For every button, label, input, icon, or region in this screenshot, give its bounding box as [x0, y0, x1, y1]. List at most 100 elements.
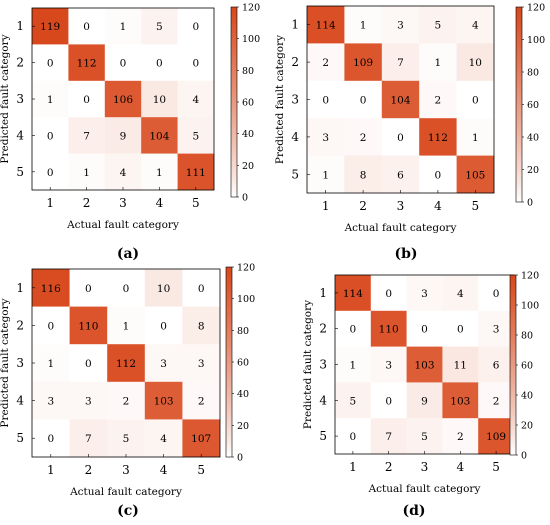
- heatmap-cell: [344, 43, 383, 82]
- cell-value: 109: [353, 57, 373, 69]
- heatmap-cell: [69, 306, 108, 345]
- cell-value: 4: [120, 167, 127, 179]
- cell-value: 2: [198, 396, 205, 408]
- heatmap-cell: [307, 155, 345, 194]
- cell-value: 1: [360, 20, 367, 32]
- cell-value: 114: [316, 20, 336, 32]
- x-tick-label: 3: [421, 460, 429, 474]
- cell-value: 3: [160, 358, 167, 370]
- heatmap-cell: [144, 419, 183, 458]
- y-axis-label: Predicted fault category: [274, 35, 286, 164]
- heatmap-cell: [104, 153, 142, 191]
- cell-value: 4: [472, 20, 479, 32]
- heatmap-cell: [68, 80, 106, 118]
- panel-label: (d): [402, 503, 425, 519]
- x-axis-label: Actual fault category: [66, 219, 179, 231]
- colorbar-tick-label: 120: [527, 3, 545, 14]
- cell-value: 0: [198, 283, 205, 295]
- cell-value: 107: [191, 433, 211, 445]
- cell-value: 3: [47, 396, 54, 408]
- heatmap-cell: [456, 43, 495, 82]
- cell-value: 4: [457, 288, 464, 300]
- cell-value: 0: [160, 320, 167, 332]
- x-tick-label: 3: [122, 463, 130, 477]
- heatmap-cell: [307, 118, 345, 156]
- cell-value: 9: [120, 130, 127, 142]
- cell-value: 0: [457, 324, 464, 336]
- heatmap-cell: [381, 80, 420, 119]
- cell-value: 0: [47, 58, 54, 70]
- heatmap-cell: [182, 344, 221, 383]
- cell-value: 1: [156, 167, 163, 179]
- y-tick-label: 3: [319, 358, 327, 372]
- heatmap-cell: [406, 275, 443, 312]
- cell-value: 0: [192, 21, 199, 33]
- cell-value: 8: [360, 169, 367, 181]
- x-tick-label: 2: [385, 460, 393, 474]
- cell-value: 0: [83, 94, 90, 106]
- cell-value: 0: [192, 58, 199, 70]
- y-tick-label: 4: [16, 394, 24, 408]
- heatmap-cell: [335, 346, 372, 383]
- x-tick-label: 2: [85, 463, 93, 477]
- cell-value: 1: [83, 167, 90, 179]
- cell-value: 0: [83, 21, 90, 33]
- y-tick-label: 2: [319, 322, 327, 336]
- colorbar-tick-label: 20: [237, 421, 249, 432]
- cell-value: 9: [421, 395, 428, 407]
- cell-value: 0: [322, 95, 329, 107]
- heatmap-cell: [381, 155, 420, 194]
- y-tick-label: 2: [16, 318, 24, 332]
- heatmap-cell: [104, 8, 142, 45]
- colorbar-tick-label: 120: [242, 3, 260, 14]
- heatmap-cell: [442, 418, 479, 455]
- cell-value: 1: [322, 169, 329, 181]
- cell-value: 4: [192, 94, 199, 106]
- heatmap-cell: [344, 80, 383, 119]
- heatmap-cell: [32, 8, 69, 45]
- heatmap-cell: [442, 310, 479, 347]
- heatmap-cell: [344, 118, 383, 156]
- heatmap-cell: [419, 43, 457, 82]
- y-tick-label: 5: [291, 167, 299, 181]
- cell-value: 103: [414, 360, 434, 372]
- y-tick-label: 3: [16, 92, 24, 106]
- colorbar-tick-label: 40: [237, 389, 249, 400]
- y-tick-label: 5: [319, 429, 327, 443]
- heatmap-cell: [344, 6, 383, 44]
- heatmap-cell: [32, 269, 70, 307]
- colorbar-tick-label: 100: [242, 34, 260, 45]
- y-tick-label: 4: [319, 393, 327, 407]
- x-tick-label: 5: [192, 196, 200, 210]
- cell-value: 3: [397, 20, 404, 32]
- heatmap-cell: [370, 275, 407, 312]
- cell-value: 1: [350, 360, 357, 372]
- cell-value: 5: [123, 433, 130, 445]
- heatmap-cell: [478, 310, 515, 347]
- heatmap-cell: [141, 44, 178, 82]
- heatmap-cell: [456, 155, 495, 194]
- cell-value: 1: [472, 132, 479, 144]
- heatmap-cell: [32, 44, 69, 82]
- y-axis-label: Predicted fault category: [0, 34, 11, 163]
- y-tick-label: 5: [16, 165, 24, 179]
- colorbar: [509, 274, 517, 456]
- cell-value: 7: [85, 433, 92, 445]
- heatmap-cell: [68, 44, 106, 82]
- heatmap-cell: [419, 6, 457, 44]
- heatmap-cell: [104, 117, 142, 154]
- colorbar-tick-label: 80: [237, 326, 249, 337]
- cell-value: 111: [186, 167, 206, 179]
- cell-value: 2: [457, 431, 464, 443]
- colorbar-tick-label: 0: [527, 198, 533, 209]
- cell-value: 2: [322, 57, 329, 69]
- heatmap-cell: [419, 118, 457, 156]
- heatmap-cell: [335, 382, 372, 419]
- colorbar-tick-label: 60: [521, 361, 533, 372]
- heatmap-cell: [335, 275, 372, 312]
- heatmap-cell: [141, 8, 178, 45]
- heatmap-cell: [307, 43, 345, 82]
- colorbar-tick-label: 100: [237, 294, 255, 305]
